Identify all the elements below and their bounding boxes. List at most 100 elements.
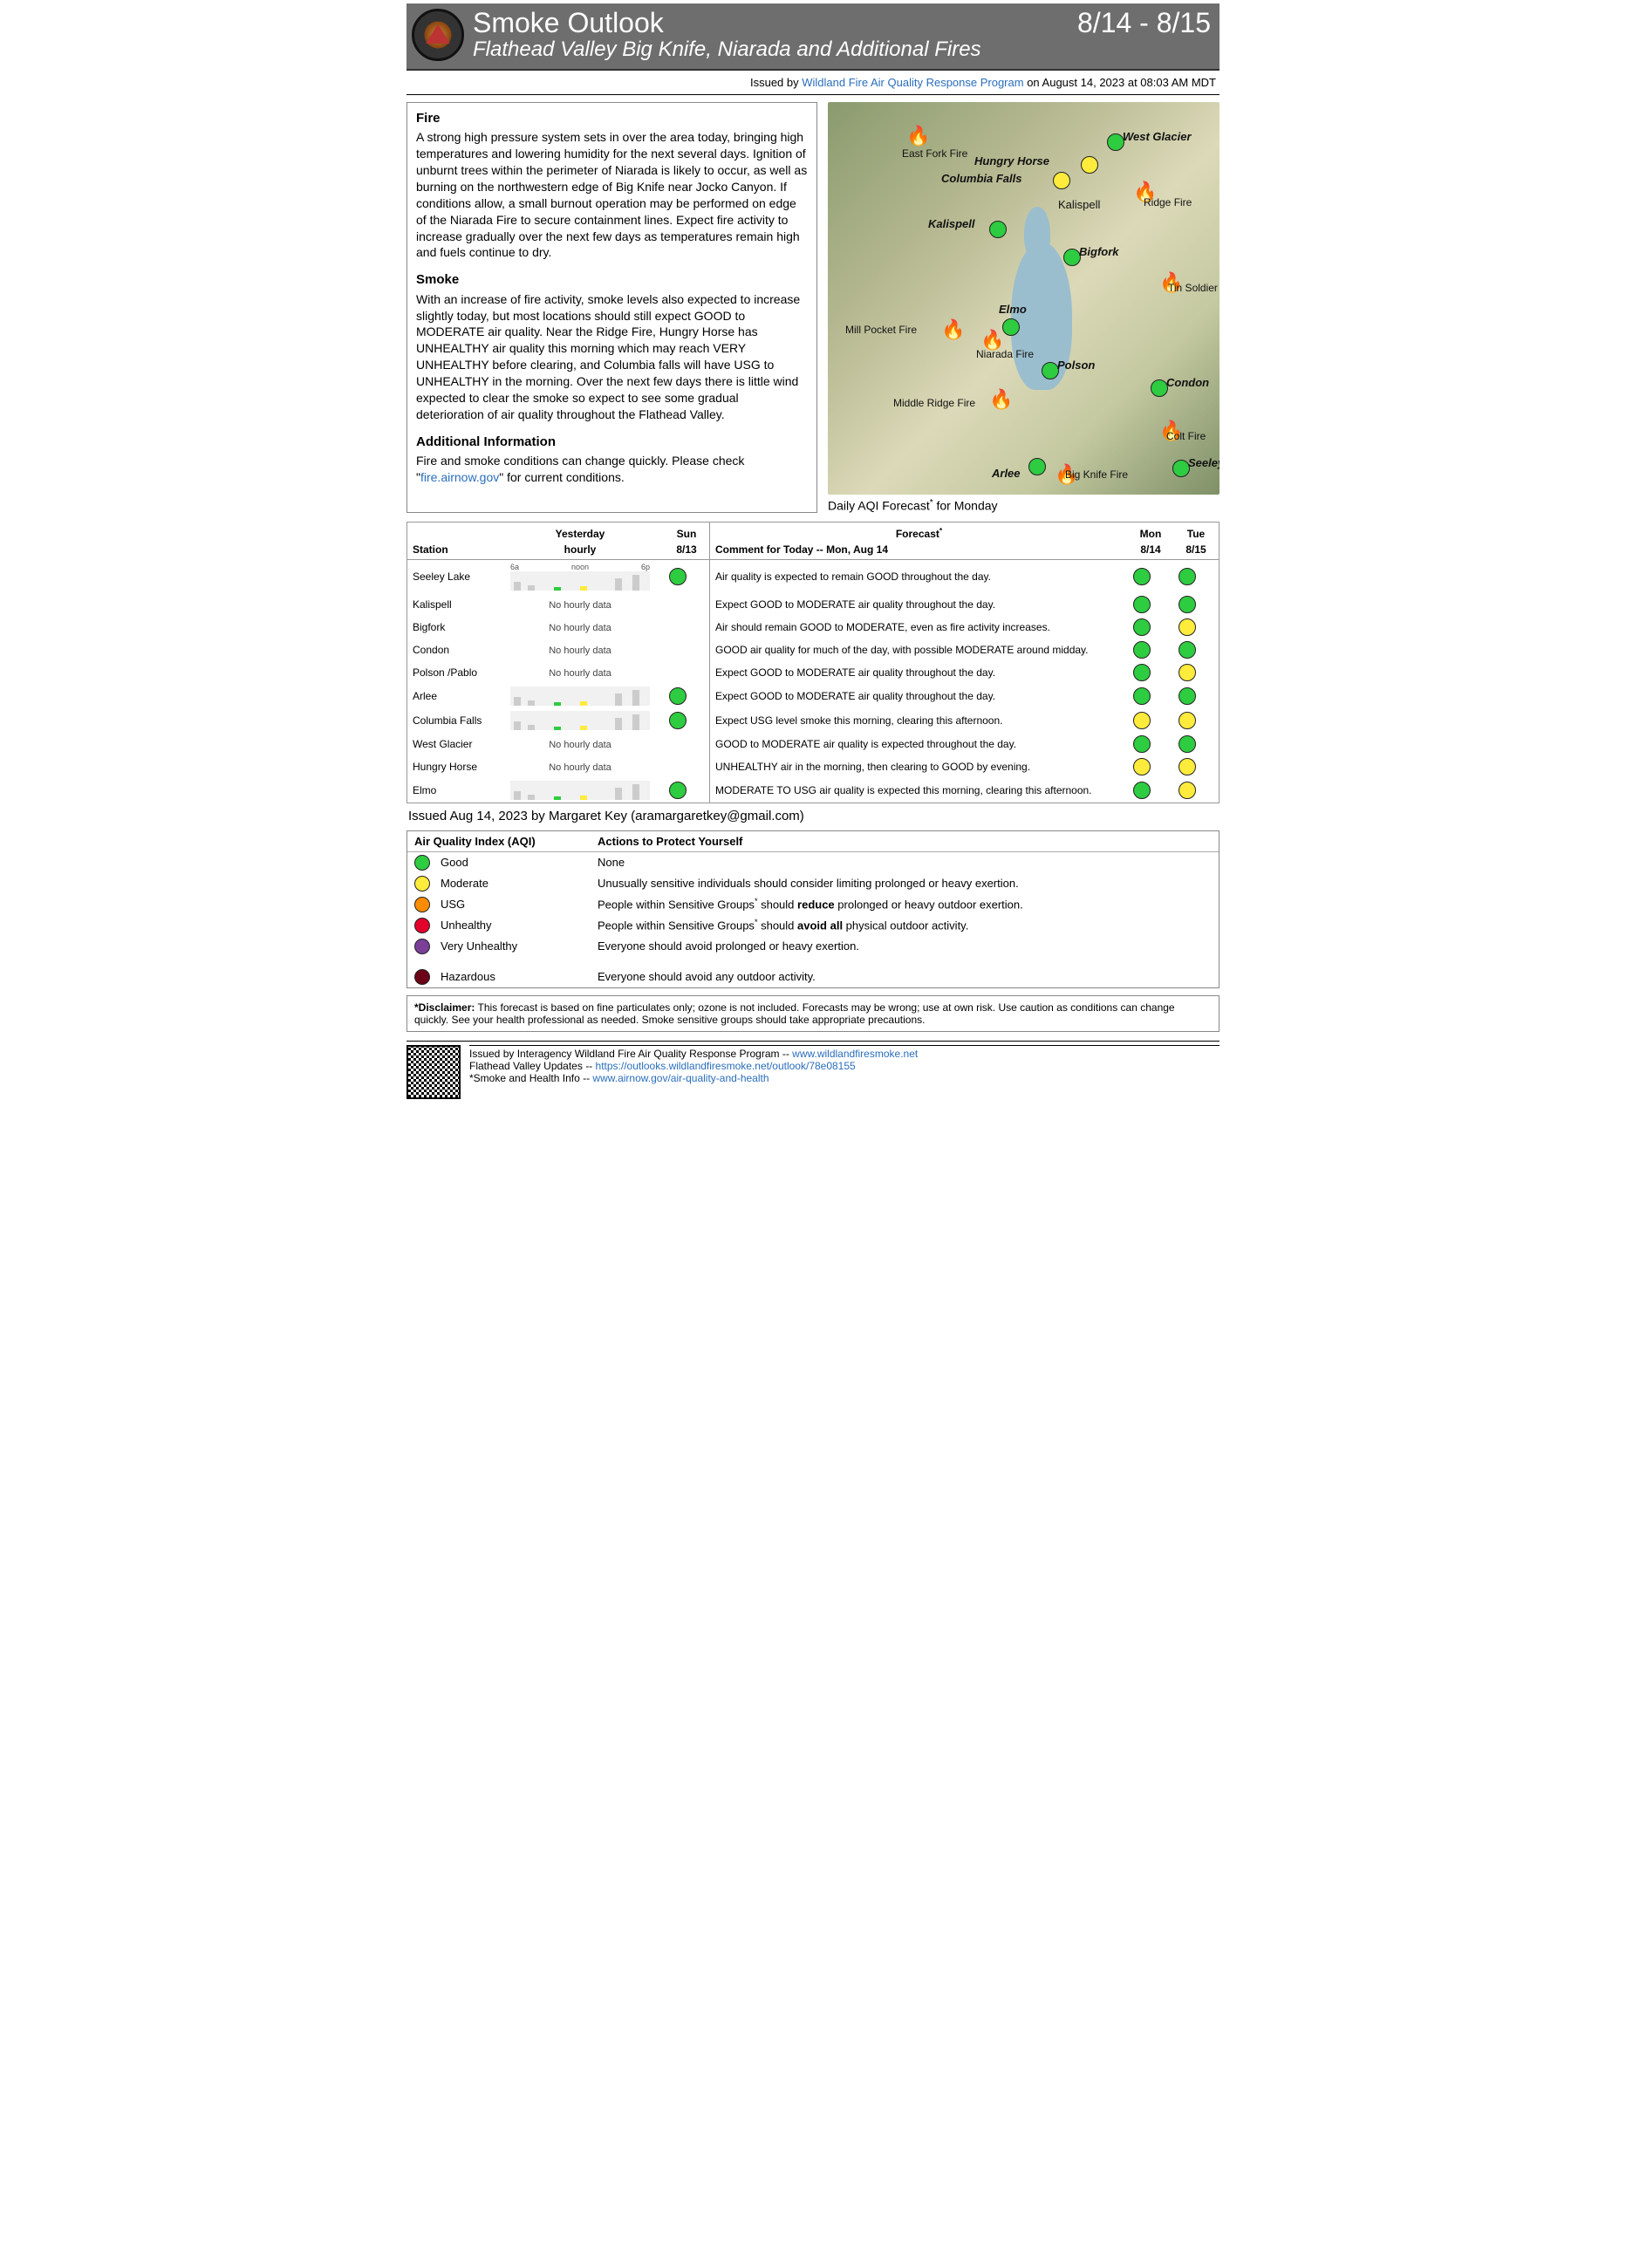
hourly-cell <box>496 684 664 708</box>
map-station-label: Polson <box>1057 359 1095 372</box>
sun-cell <box>664 708 710 733</box>
tue-cell <box>1173 661 1219 684</box>
map-fire-label: East Fork Fire <box>902 147 967 160</box>
sun-cell <box>664 733 710 755</box>
aqi-level-name: Unhealthy <box>441 919 598 932</box>
fire-icon: 🔥 <box>906 126 930 146</box>
mon-cell <box>1128 616 1173 639</box>
station-name: Elmo <box>407 778 496 803</box>
legend-row: GoodNone <box>407 852 1219 873</box>
table-row: Elmo MODERATE TO USG air quality is expec… <box>407 778 1219 803</box>
map-fire-label: Mill Pocket Fire <box>845 324 917 336</box>
comment-cell: Air quality is expected to remain GOOD t… <box>710 559 1129 593</box>
section-additional-text: Fire and smoke conditions can change qui… <box>416 453 808 486</box>
table-row: BigforkNo hourly dataAir should remain G… <box>407 616 1219 639</box>
aqi-color-dot <box>414 969 430 985</box>
table-row: Hungry HorseNo hourly dataUNHEALTHY air … <box>407 755 1219 778</box>
map-station-label: Columbia Falls <box>941 172 1021 185</box>
footer-link-program[interactable]: www.wildlandfiresmoke.net <box>792 1048 918 1060</box>
station-name: Kalispell <box>407 593 496 616</box>
narrative-box: Fire A strong high pressure system sets … <box>406 102 817 513</box>
table-row: Polson /PabloNo hourly dataExpect GOOD t… <box>407 661 1219 684</box>
mon-cell <box>1128 733 1173 755</box>
section-additional-heading: Additional Information <box>416 434 808 451</box>
aqi-color-dot <box>414 897 430 912</box>
disclaimer: *Disclaimer: This forecast is based on f… <box>406 995 1220 1032</box>
station-name: Seeley Lake <box>407 559 496 593</box>
comment-cell: Expect USG level smoke this morning, cle… <box>710 708 1129 733</box>
station-name: Bigfork <box>407 616 496 639</box>
hourly-cell: No hourly data <box>496 593 664 616</box>
section-smoke-heading: Smoke <box>416 271 808 289</box>
aqi-action: People within Sensitive Groups* should r… <box>598 897 1212 911</box>
program-logo <box>412 9 464 61</box>
mon-cell <box>1128 684 1173 708</box>
tue-cell <box>1173 708 1219 733</box>
fire-icon: 🔥 <box>989 390 1013 409</box>
section-fire-text: A strong high pressure system sets in ov… <box>416 129 808 261</box>
aqi-color-dot <box>414 876 430 891</box>
aqi-action: Everyone should avoid prolonged or heavy… <box>598 939 1212 953</box>
table-row: Columbia Falls Expect USG level smoke thi… <box>407 708 1219 733</box>
col-yesterday: Yesterday <box>496 523 664 542</box>
aqi-level-name: USG <box>441 898 598 911</box>
tue-cell <box>1173 559 1219 593</box>
station-name: Condon <box>407 639 496 661</box>
hourly-cell: No hourly data <box>496 639 664 661</box>
col-sun: Sun <box>664 523 710 542</box>
aqi-color-dot <box>414 918 430 933</box>
page-title: Smoke Outlook <box>473 7 664 39</box>
map-fire-label: Middle Ridge Fire <box>893 397 975 409</box>
sun-cell <box>664 559 710 593</box>
map-fire-label: Big Knife Fire <box>1065 468 1128 481</box>
comment-cell: Expect GOOD to MODERATE air quality thro… <box>710 593 1129 616</box>
map-station-label: Arlee <box>992 467 1021 480</box>
comment-cell: MODERATE TO USG air quality is expected … <box>710 778 1129 803</box>
map-station-label: Seeley Lake <box>1188 456 1220 469</box>
table-row: ArleeExpect GOOD to MODERATE air quality… <box>407 684 1219 708</box>
comment-cell: GOOD to MODERATE air quality is expected… <box>710 733 1129 755</box>
hourly-cell: No hourly data <box>496 733 664 755</box>
map-station-dot <box>1081 156 1098 174</box>
station-name: West Glacier <box>407 733 496 755</box>
col-mon: Mon <box>1128 523 1173 542</box>
map-station-dot <box>1107 133 1124 151</box>
mon-cell <box>1128 639 1173 661</box>
legend-row: USGPeople within Sensitive Groups* shoul… <box>407 894 1219 915</box>
tue-cell <box>1173 684 1219 708</box>
aqi-action: Everyone should avoid any outdoor activi… <box>598 970 1212 983</box>
aqi-level-name: Very Unhealthy <box>441 939 598 953</box>
airnow-link[interactable]: fire.airnow.gov <box>420 470 499 484</box>
map-city-label: Kalispell <box>1058 198 1100 211</box>
comment-cell: Expect GOOD to MODERATE air quality thro… <box>710 661 1129 684</box>
issuer-link[interactable]: Wildland Fire Air Quality Response Progr… <box>802 76 1023 89</box>
page-subtitle: Flathead Valley Big Knife, Niarada and A… <box>473 38 1211 62</box>
map-station-label: Elmo <box>999 303 1027 316</box>
comment-cell: UNHEALTHY air in the morning, then clear… <box>710 755 1129 778</box>
legend-row: Very UnhealthyEveryone should avoid prol… <box>407 936 1219 957</box>
map-fire-label: Ridge Fire <box>1144 196 1192 208</box>
map-station-label: Condon <box>1166 376 1209 389</box>
aqi-color-dot <box>414 939 430 954</box>
header: Smoke Outlook 8/14 - 8/15 Flathead Valle… <box>406 3 1220 71</box>
table-row: West GlacierNo hourly data GOOD to MODERA… <box>407 733 1219 755</box>
footer-link-health[interactable]: www.airnow.gov/air-quality-and-health <box>592 1072 769 1084</box>
sun-cell <box>664 661 710 684</box>
aqi-action: Unusually sensitive individuals should c… <box>598 877 1212 890</box>
map-fire-label: Tin Soldier Complex <box>1168 282 1220 294</box>
map-station-dot <box>1063 249 1081 266</box>
sun-cell <box>664 616 710 639</box>
mon-cell <box>1128 778 1173 803</box>
station-name: Columbia Falls <box>407 708 496 733</box>
table-row: KalispellNo hourly data Expect GOOD to MO… <box>407 593 1219 616</box>
mon-cell <box>1128 661 1173 684</box>
map-station-label: Hungry Horse <box>974 154 1049 167</box>
sun-cell <box>664 755 710 778</box>
col-tue: Tue <box>1173 523 1219 542</box>
legend-row: HazardousEveryone should avoid any outdo… <box>407 957 1219 987</box>
tue-cell <box>1173 616 1219 639</box>
qr-code <box>406 1045 461 1099</box>
aqi-action: None <box>598 856 1212 869</box>
footer-link-updates[interactable]: https://outlooks.wildlandfiresmoke.net/o… <box>596 1060 856 1072</box>
mon-cell <box>1128 708 1173 733</box>
